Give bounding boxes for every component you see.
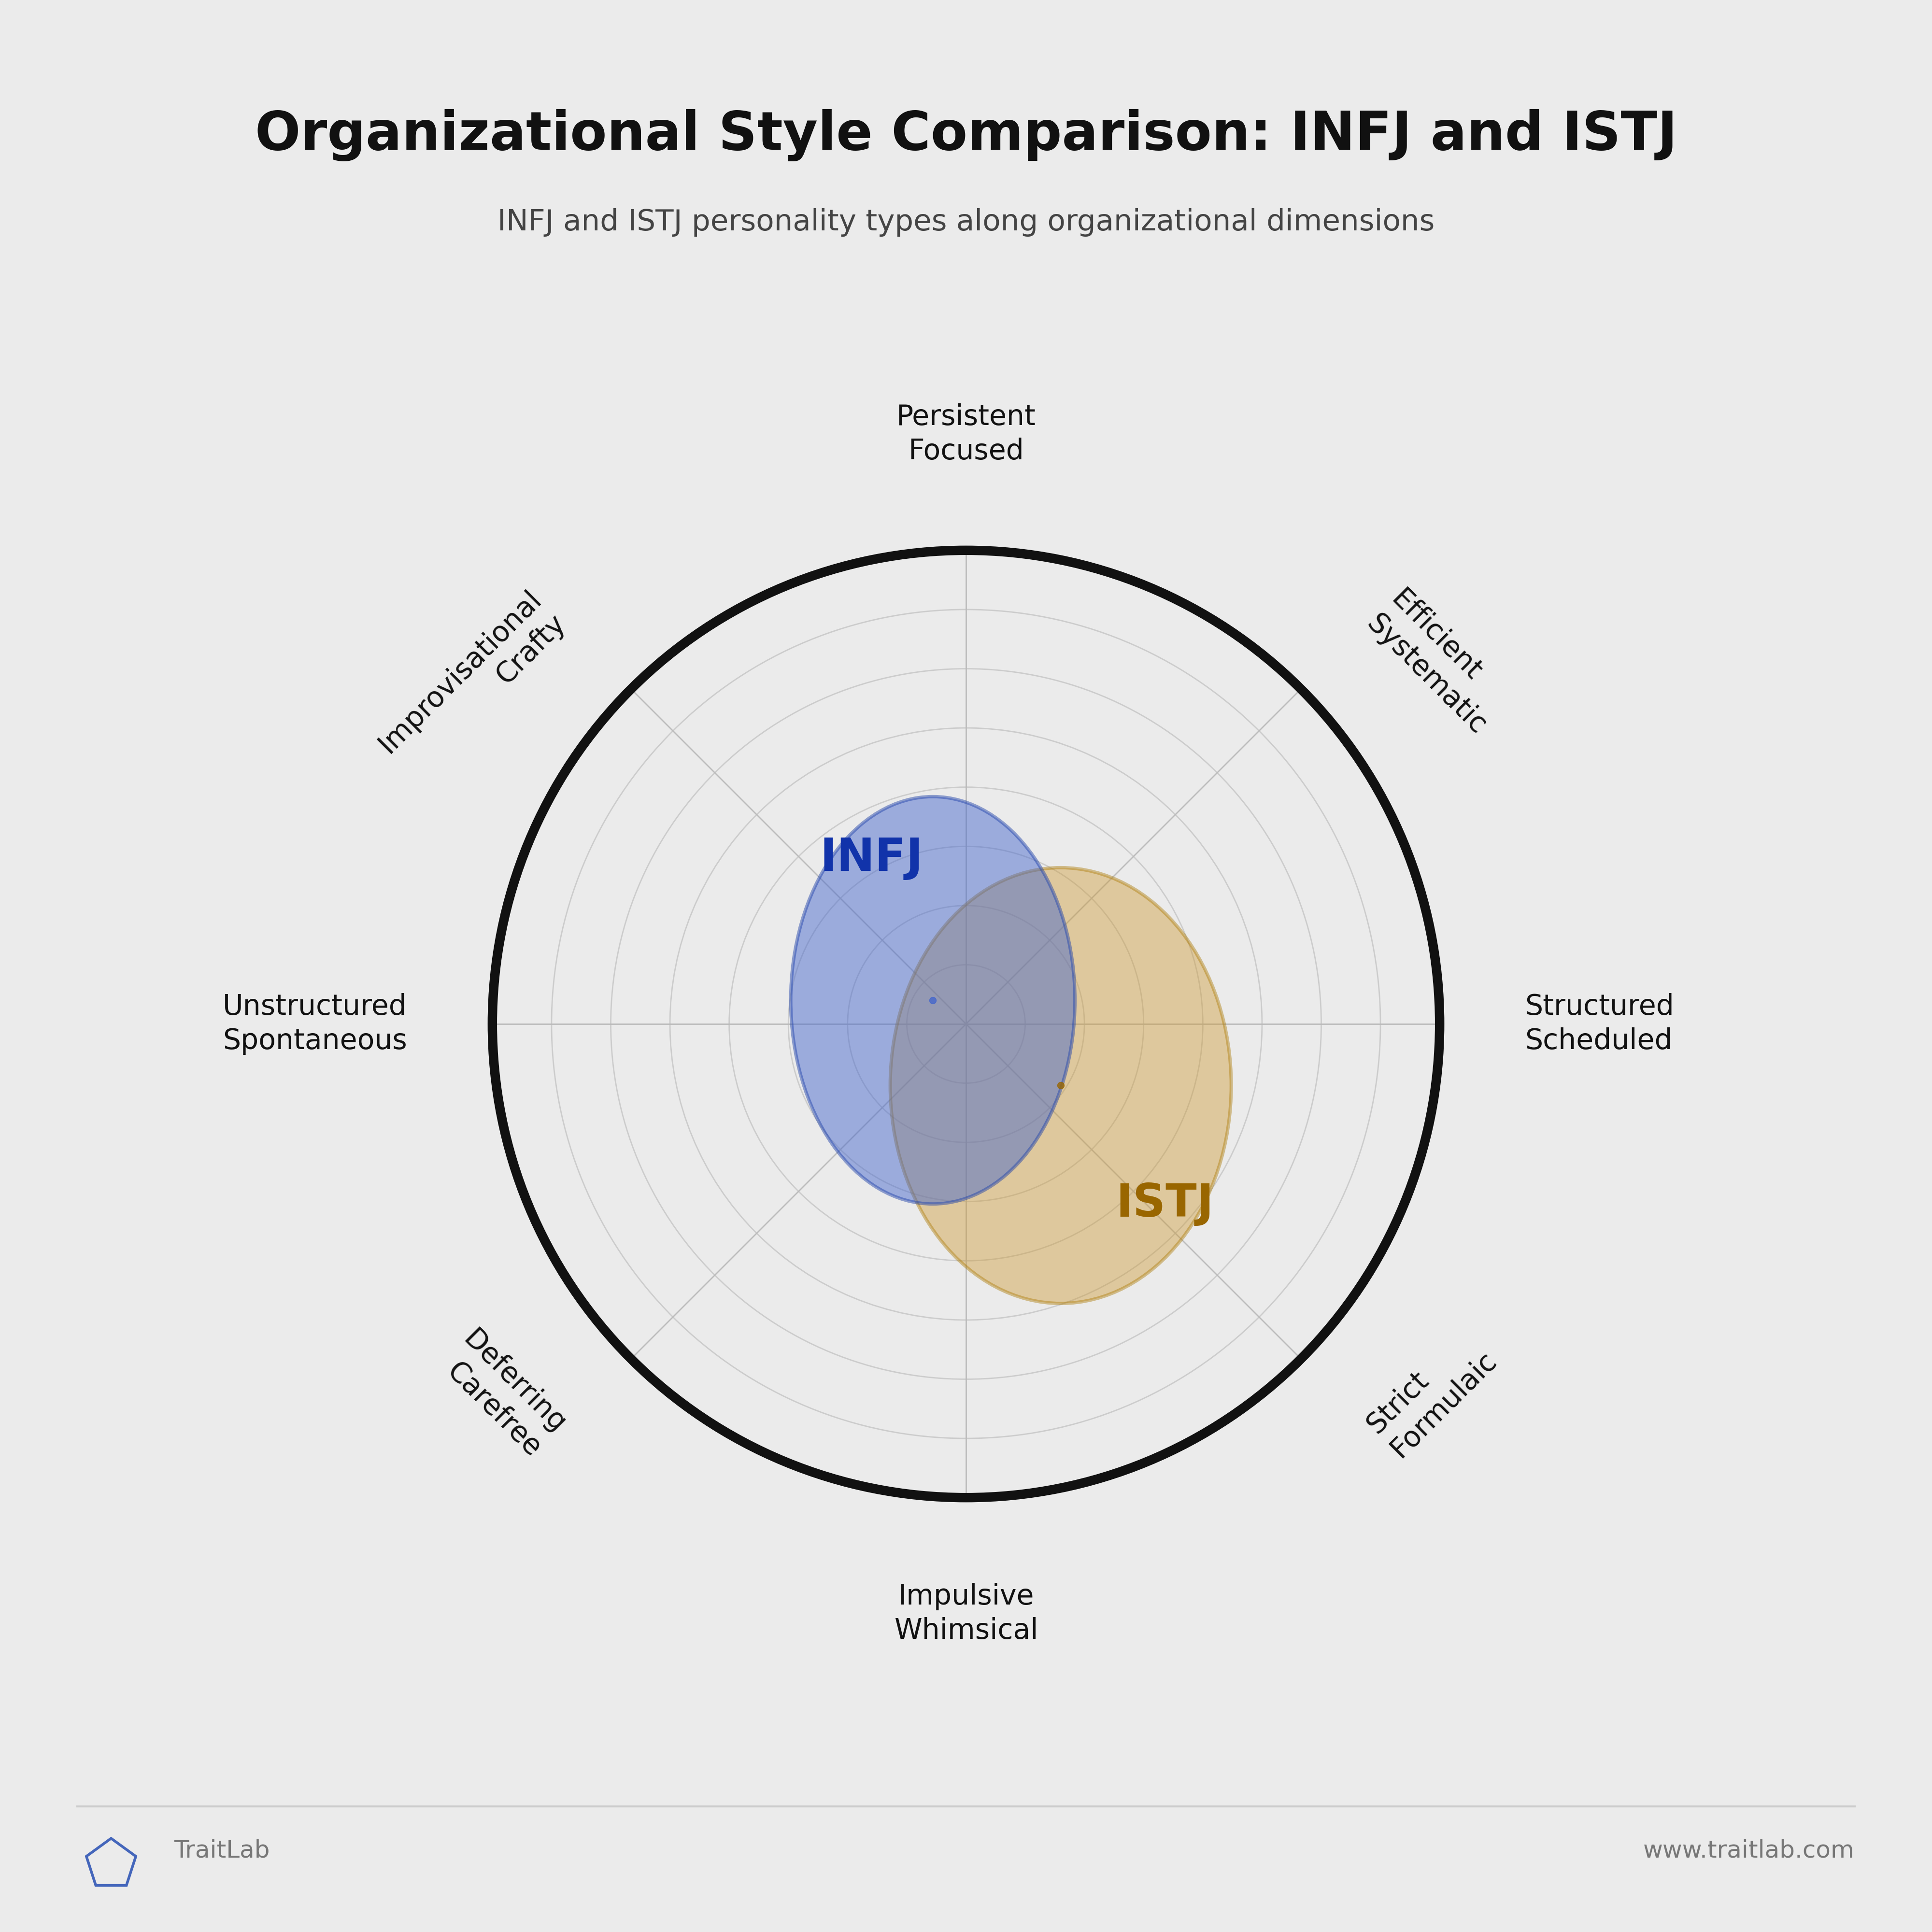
Text: INFJ: INFJ — [819, 837, 923, 881]
Text: Strict
Formulaic: Strict Formulaic — [1362, 1321, 1501, 1463]
Text: Organizational Style Comparison: INFJ and ISTJ: Organizational Style Comparison: INFJ an… — [255, 108, 1677, 162]
Ellipse shape — [790, 796, 1074, 1204]
Text: Unstructured
Spontaneous: Unstructured Spontaneous — [222, 993, 408, 1055]
Text: Efficient
Systematic: Efficient Systematic — [1362, 585, 1515, 740]
Text: INFJ and ISTJ personality types along organizational dimensions: INFJ and ISTJ personality types along or… — [497, 209, 1435, 236]
Text: www.traitlab.com: www.traitlab.com — [1644, 1839, 1855, 1862]
Text: Improvisational
Crafty: Improvisational Crafty — [373, 585, 570, 782]
Text: Impulsive
Whimsical: Impulsive Whimsical — [895, 1582, 1037, 1644]
Text: ISTJ: ISTJ — [1117, 1182, 1213, 1227]
Text: Deferring
Carefree: Deferring Carefree — [433, 1325, 570, 1463]
Text: TraitLab: TraitLab — [174, 1839, 270, 1862]
Text: Persistent
Focused: Persistent Focused — [896, 404, 1036, 466]
Ellipse shape — [891, 867, 1231, 1304]
Text: Structured
Scheduled: Structured Scheduled — [1524, 993, 1673, 1055]
